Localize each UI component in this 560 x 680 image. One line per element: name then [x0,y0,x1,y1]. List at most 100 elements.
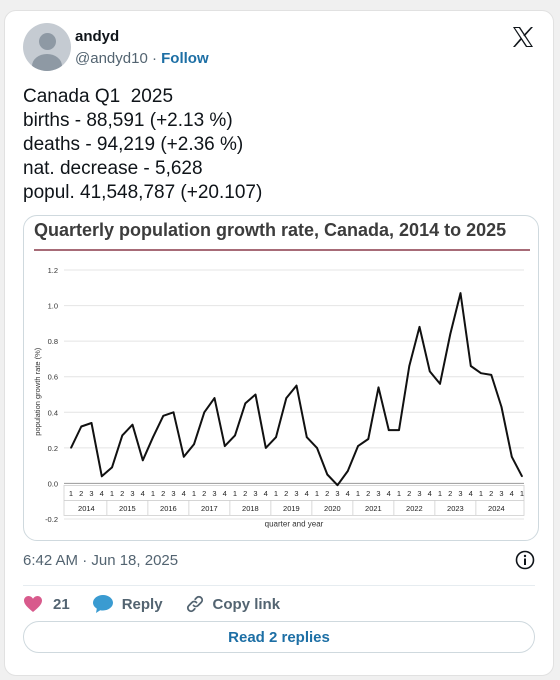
quarter-tick-label: 1 [315,489,319,498]
quarter-tick-label: 2 [407,489,411,498]
year-tick-label: 2020 [324,504,341,513]
data-point [469,365,472,367]
y-tick-label: 0.6 [48,373,58,382]
data-point [336,484,339,487]
quarter-tick-label: 2 [448,489,452,498]
data-point [285,397,288,399]
data-point [162,415,165,417]
tweet-text: Canada Q1 2025 births - 88,591 (+2.13 %)… [23,85,533,205]
quarter-tick-label: 4 [182,489,186,498]
data-point [90,422,93,424]
tweet-line: nat. decrease - 5,628 [23,158,203,179]
quarter-tick-label: 2 [79,489,83,498]
quarter-tick-label: 1 [397,489,401,498]
year-tick-label: 2018 [242,504,259,513]
chart-image[interactable]: Quarterly population growth rate, Canada… [23,215,539,541]
quarter-tick-label: 3 [130,489,134,498]
quarter-tick-label: 1 [151,489,155,498]
year-tick-label: 2016 [160,504,177,513]
y-tick-label: -0.2 [45,515,58,524]
quarter-tick-label: 3 [89,489,93,498]
year-tick-label: 2014 [78,504,95,513]
data-point [377,386,380,389]
data-point [295,384,298,387]
quarter-tick-label: 3 [294,489,298,498]
author-handle-row: @andyd10 · Follow [75,50,209,67]
tweet-line: births - 88,591 (+2.13 %) [23,110,233,131]
quarter-tick-label: 4 [510,489,514,498]
quarter-tick-label: 4 [387,489,391,498]
tweet-timestamp[interactable]: 6:42 AM · Jun 18, 2025 [23,552,179,569]
y-tick-label: 1.0 [48,302,58,311]
quarter-tick-label: 3 [376,489,380,498]
data-point [398,429,400,431]
quarter-tick-label: 1 [356,489,360,498]
author-handle[interactable]: @andyd10 [75,50,148,67]
year-tick-label: 2023 [447,504,464,513]
quarter-tick-label: 2 [366,489,370,498]
data-point [346,470,349,472]
data-point [305,436,308,438]
data-point [172,411,175,414]
copy-link-button[interactable]: Copy link [185,594,281,614]
quarter-tick-label: 4 [100,489,104,498]
quarter-tick-label: 1 [233,489,237,498]
series-line-growth-rate [70,292,523,487]
x-logo-icon[interactable] [511,25,535,49]
data-point [70,447,72,449]
author-name[interactable]: andyd [75,28,120,45]
read-replies-button[interactable]: Read 2 replies [23,621,535,653]
y-tick-label: 1.2 [48,266,58,275]
info-icon[interactable] [515,550,535,570]
quarter-tick-label: 4 [346,489,350,498]
heart-icon [24,596,42,612]
data-point [131,423,134,426]
quarter-tick-label: 1 [479,489,483,498]
reply-label: Reply [121,595,163,613]
data-point [223,445,226,447]
quarter-tick-label: 3 [171,489,175,498]
data-point [408,365,411,367]
data-point [254,393,257,396]
y-tick-label: 0.8 [48,337,58,346]
x-axis-title: quarter and year [265,519,324,528]
follow-button[interactable]: Follow [161,50,209,67]
data-point [418,326,421,328]
quarter-tick-label: 2 [489,489,493,498]
y-tick-label: 0.4 [48,408,58,417]
data-point [459,292,462,294]
y-tick-label: 0.0 [48,479,58,488]
quarter-tick-label: 2 [325,489,329,498]
data-point [203,411,206,414]
chart-title: Quarterly population growth rate, Canada… [34,220,506,240]
tweet-line: Canada Q1 2025 [23,86,174,107]
data-point [111,466,113,469]
data-point [244,402,247,405]
like-button[interactable]: 21 [23,595,70,613]
quarter-tick-label: 4 [305,489,309,498]
data-point [480,372,482,374]
data-point [264,447,267,449]
tweet-line: popul. 41,548,787 (+20.107) [23,182,263,203]
quarter-tick-label: 1 [520,489,524,498]
year-tick-label: 2015 [119,504,136,513]
quarter-tick-label: 2 [284,489,288,498]
divider [23,585,535,586]
quarter-tick-label: 2 [120,489,124,498]
avatar[interactable] [23,23,71,71]
quarter-tick-label: 1 [110,489,114,498]
data-point [152,436,154,438]
quarter-tick-label: 3 [212,489,216,498]
growth-rate-chart: Quarterly population growth rate, Canada… [33,220,530,528]
handle-separator: · [151,50,157,67]
quarter-tick-label: 2 [243,489,247,498]
copy-link-label: Copy link [212,595,281,613]
quarter-tick-label: 4 [141,489,145,498]
data-point [234,434,236,437]
quarter-tick-label: 4 [264,489,268,498]
data-point [490,374,493,376]
data-point [521,475,523,478]
quarter-tick-label: 3 [417,489,421,498]
reply-button[interactable]: Reply [92,594,163,614]
data-point [80,425,83,428]
